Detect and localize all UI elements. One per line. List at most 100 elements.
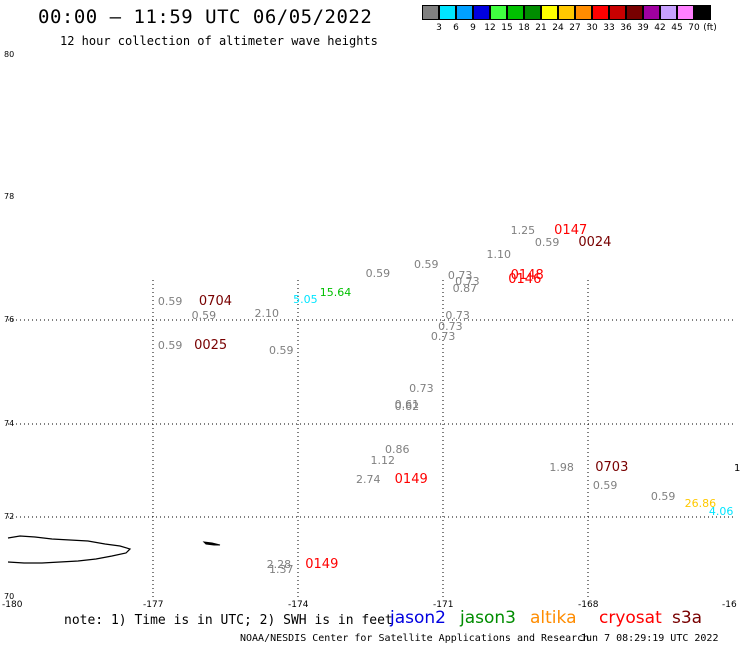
colorbar-swatch [677, 5, 694, 20]
obs-time-label: 0703 [595, 460, 629, 476]
colorbar-tick-label: 15 [501, 23, 513, 33]
colorbar-tick-label: 3 [436, 23, 442, 33]
obs-wave-height-label: 15.64 [319, 285, 352, 299]
colorbar-tick-label: 12 [484, 23, 496, 33]
obs-wave-height-label: 0.59 [157, 339, 183, 352]
lon-label: -171 [433, 600, 454, 610]
colorbar-swatch [626, 5, 643, 20]
colorbar-tick-label: 42 [654, 23, 666, 33]
colorbar-tick-label: 39 [637, 23, 649, 33]
colorbar-tick-label: 21 [535, 23, 547, 33]
colorbar-tick-label: 18 [518, 23, 530, 33]
mission-s3a: s3a [672, 608, 703, 628]
lat-label: 72 [4, 512, 15, 521]
obs-wave-height-label: 0.87 [452, 282, 478, 296]
colorbar-swatch [507, 5, 524, 20]
colorbar-swatch [643, 5, 660, 20]
obs-wave-height-label: 0.59 [414, 257, 439, 271]
lon-label: -16 [722, 600, 737, 610]
obs-wave-height-label: 0.86 [385, 442, 410, 456]
obs-wave-height-label: 0.59 [269, 344, 294, 358]
colorbar-tick-label: 6 [453, 23, 459, 33]
map-subtitle: 12 hour collection of altimeter wave hei… [60, 34, 378, 48]
colorbar-tick-label: 33 [603, 23, 615, 33]
colorbar-swatch [660, 5, 677, 20]
obs-time-label: 0149 [394, 471, 428, 487]
obs-wave-height-label: 0.59 [592, 478, 618, 492]
graticule [8, 280, 733, 597]
colorbar-tick-label: 9 [470, 23, 476, 33]
colorbar-swatch [609, 5, 626, 20]
obs-wave-height-label: 4.06 [708, 505, 734, 519]
colorbar-tick-label: 24 [552, 23, 564, 33]
mission-jason3: jason3 [460, 608, 516, 628]
obs-time-label: 0025 [194, 338, 228, 353]
colorbar-tick-label: 30 [586, 23, 598, 33]
obs-time-label: 0149 [305, 557, 339, 573]
obs-wave-height-label: 1.37 [269, 563, 294, 577]
obs-wave-height-label: 1.12 [370, 454, 396, 468]
lat-label: 80 [4, 50, 15, 59]
colorbar-unit: (ft) [703, 23, 717, 33]
footer-note: note: 1) Time is in UTC; 2) SWH is in fe… [64, 613, 393, 628]
obs-wave-height-label: 1.10 [486, 248, 512, 262]
lat-label: 74 [4, 419, 15, 428]
colorbar-swatch [490, 5, 507, 20]
obs-wave-height-label: 0.59 [365, 266, 391, 280]
colorbar-swatch [575, 5, 592, 20]
obs-wave-height-label: 0.59 [650, 490, 676, 504]
lat-label: 70 [4, 592, 15, 601]
generated-timestamp: Jun 7 08:29:19 UTC 2022 [580, 633, 719, 644]
obs-time-label: 0704 [198, 293, 232, 309]
colorbar-swatch [456, 5, 473, 20]
coastline-island [7, 535, 132, 564]
obs-wave-height-label: 1.98 [549, 461, 574, 475]
credit-line: NOAA/NESDIS Center for Satellite Applica… [240, 633, 590, 644]
lon-label: -177 [143, 600, 164, 610]
obs-wave-height-label: 0.73 [455, 274, 480, 288]
lon-label: -180 [2, 600, 23, 610]
colorbar-swatch [473, 5, 490, 20]
map-title: 00:00 – 11:59 UTC 06/05/2022 [38, 6, 373, 28]
colorbar-swatch [422, 5, 439, 20]
colorbar-tick-label: 45 [671, 23, 683, 33]
obs-wave-height-label: 5.05 [293, 292, 318, 306]
coastline-islet [202, 541, 221, 546]
colorbar-tick-label: 27 [569, 23, 581, 33]
obs-wave-height-label: 26.86 [684, 497, 717, 511]
obs-wave-height-label: 2.74 [356, 472, 381, 486]
mission-altika: altika [530, 608, 577, 628]
obs-wave-height-label: 0.61 [394, 397, 420, 411]
obs-wave-height-label: 0.62 [394, 400, 420, 414]
lon-label: -174 [288, 600, 309, 610]
colorbar-swatch [541, 5, 558, 20]
colorbar-swatch [592, 5, 609, 20]
obs-time-label: 0024 [578, 235, 612, 251]
obs-wave-height-label: 0.59 [191, 308, 217, 322]
obs-wave-height-label: 0.59 [534, 236, 560, 250]
mission-jason2: jason2 [390, 608, 446, 628]
obs-time-label: 0147 [554, 222, 588, 238]
obs-wave-height-label: 2.10 [254, 307, 280, 321]
obs-wave-height-label: 0.73 [445, 308, 470, 322]
obs-wave-height-label: 0.73 [438, 319, 463, 333]
obs-wave-height-label: 0.59 [157, 294, 183, 308]
colorbar-swatch [439, 5, 456, 20]
obs-time-label: 0146 [508, 272, 542, 288]
colorbar-tick-label: 70 [688, 23, 700, 33]
mission-cryosat: cryosat [599, 608, 662, 628]
colorbar-swatch [524, 5, 541, 20]
colorbar-swatch [694, 5, 711, 20]
obs-wave-height-label: 0.73 [447, 268, 473, 282]
obs-time-label: 0148 [510, 267, 544, 283]
obs-wave-height-label: 1.25 [510, 223, 536, 237]
obs-wave-height-label: 0.73 [430, 330, 456, 344]
lat-label: 78 [4, 192, 15, 201]
obs-wave-height-label: 2.28 [266, 558, 292, 572]
colorbar-tick-label: 36 [620, 23, 632, 33]
lat-label: 76 [4, 315, 15, 324]
lon-label: -168 [578, 600, 599, 610]
colorbar-swatch [558, 5, 575, 20]
obs-wave-height-label: 0.73 [409, 381, 434, 395]
